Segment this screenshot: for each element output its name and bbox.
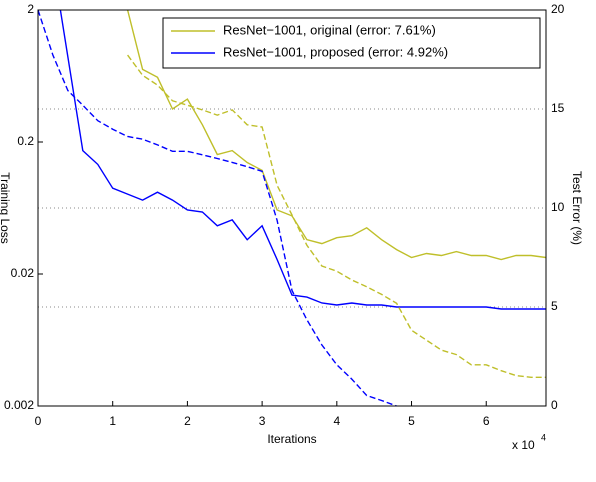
x-axis-label: Iterations: [267, 432, 316, 446]
x-exponent: 4: [541, 432, 546, 442]
x-tick-label: 5: [408, 414, 415, 428]
x-tick-label: 2: [184, 414, 191, 428]
y-axis-label: Training Loss: [0, 172, 12, 244]
x-tick-label: 1: [109, 414, 116, 428]
error-line: [126, 10, 546, 261]
x-tick-label: 6: [483, 414, 490, 428]
y2-tick-label: 10: [551, 200, 565, 214]
y-tick-label: 0.02: [11, 266, 35, 280]
error-line: [59, 10, 546, 310]
x-tick-label: 4: [333, 414, 340, 428]
y2-tick-label: 20: [551, 2, 565, 16]
legend-label: ResNet−1001, original (error: 7.61%): [223, 22, 436, 37]
y2-axis-label: Test Error (%): [570, 171, 584, 245]
plot-frame: [37, 9, 547, 407]
x-tick-label: 3: [259, 414, 266, 428]
y-tick-label: 0.2: [17, 134, 34, 148]
legend-label: ResNet−1001, proposed (error: 4.92%): [223, 44, 448, 59]
loss-line: [38, 10, 397, 406]
y-tick-label: 2: [27, 2, 34, 16]
y-tick-label: 0.002: [4, 398, 34, 412]
legend-box: [162, 17, 541, 69]
y2-tick-label: 5: [551, 299, 558, 313]
y2-tick-label: 0: [551, 398, 558, 412]
loss-line: [127, 54, 546, 378]
x-multiplier: x 10: [512, 438, 535, 452]
y2-tick-label: 15: [551, 101, 565, 115]
x-tick-label: 0: [35, 414, 42, 428]
